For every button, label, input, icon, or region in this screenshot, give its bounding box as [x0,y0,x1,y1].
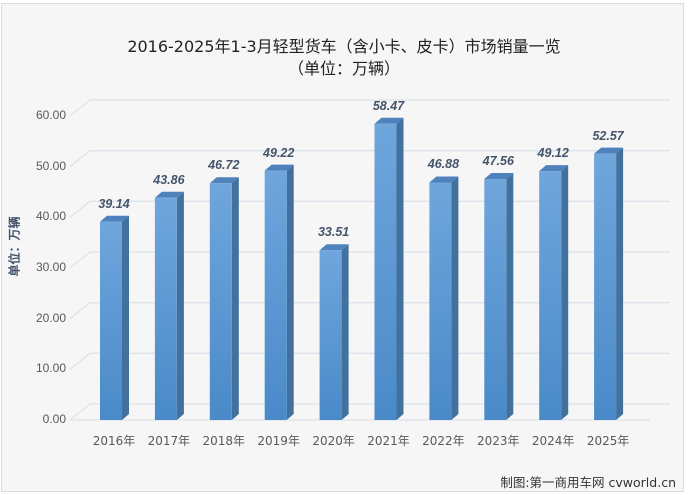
x-tick-label: 2018年 [202,434,246,448]
source-credit: 制图:第一商用车网 cvworld.cn [500,475,676,490]
data-label: 49.22 [263,145,295,160]
y-tick-label: 30.00 [35,260,66,274]
x-tick-label: 2025年 [586,434,630,448]
data-label: 52.57 [592,128,624,143]
data-label: 33.51 [317,225,350,240]
x-tick-label: 2024年 [531,434,575,448]
x-tick-label: 2023年 [477,434,520,448]
y-tick-label: 20.00 [35,310,66,325]
data-label: 43.86 [153,172,185,187]
x-tick-label: 2016年 [92,434,136,448]
bars [100,117,624,421]
data-label: 58.47 [372,98,405,113]
chart-title: 2016-2025年1-3月轻型货车（含小卡、皮卡）市场销量一览 [127,37,561,56]
y-tick-label: 10.00 [35,361,66,376]
data-label: 46.72 [208,158,240,173]
bar [264,164,294,420]
gridlines [69,99,670,421]
data-label: 47.56 [482,154,514,169]
bar [319,244,349,420]
x-tick-label: 2022年 [422,434,465,448]
x-tick-label: 2020年 [312,434,355,448]
bar [539,165,569,420]
chart-subtitle-unit: （单位：万辆） [287,59,400,78]
y-tick-label: 40.00 [35,209,66,224]
x-tick-label: 2017年 [147,434,191,448]
bar [374,117,404,420]
bar [484,173,514,420]
x-tick-label: 2021年 [367,434,410,448]
data-label: 49.12 [537,146,569,161]
y-tick-label: 50.00 [35,158,66,173]
bar [100,215,129,420]
bar [209,177,239,420]
bar [154,191,184,420]
data-label: 46.88 [427,157,460,172]
y-tick-label: 60.00 [35,108,66,122]
x-tick-label: 2019年 [257,434,300,448]
bar [429,176,459,420]
data-label: 39.14 [98,196,130,211]
y-tick-label: 0.00 [42,412,66,426]
bar [594,147,624,421]
